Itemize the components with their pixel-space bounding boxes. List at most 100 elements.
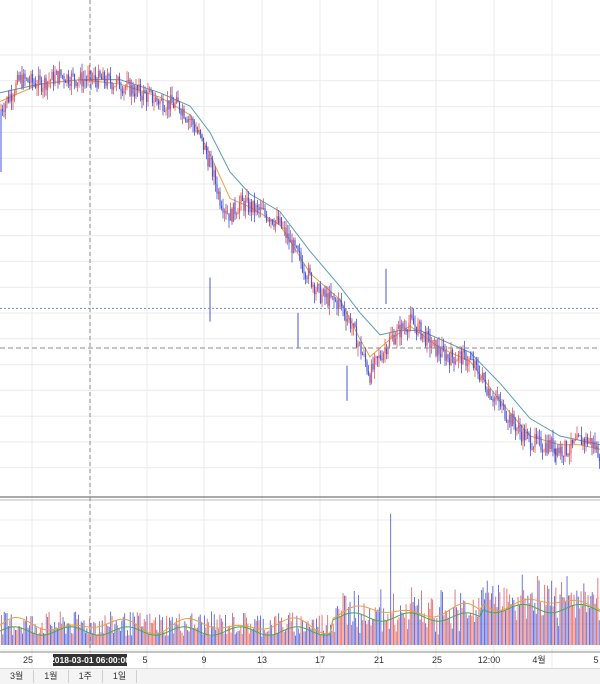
volume-bar xyxy=(213,614,215,645)
volume-bar xyxy=(339,616,341,645)
candle-body xyxy=(117,76,119,79)
volume-bar xyxy=(419,619,421,645)
volume-bar xyxy=(563,597,565,645)
candle-body xyxy=(357,343,359,348)
candle-body xyxy=(564,440,566,457)
candle-body xyxy=(270,219,272,222)
volume-bar xyxy=(89,618,91,645)
candle-body xyxy=(274,220,277,227)
volume-bar xyxy=(5,613,7,645)
volume-bar xyxy=(202,634,204,645)
volume-bar xyxy=(582,605,583,645)
candle-body xyxy=(309,267,311,273)
candle-body xyxy=(36,87,38,89)
volume-bar xyxy=(437,634,439,645)
volume-bar xyxy=(555,587,557,645)
candle-body xyxy=(126,80,128,87)
volume-bar xyxy=(436,618,438,645)
candle-body xyxy=(118,76,121,89)
candle-body xyxy=(22,73,25,88)
volume-bar xyxy=(535,613,537,645)
volume-bar xyxy=(265,632,267,645)
range-button-1w[interactable]: 1주 xyxy=(69,670,103,683)
candle-body xyxy=(444,349,446,361)
volume-bar xyxy=(342,593,344,645)
candle-body xyxy=(339,299,341,301)
volume-bar xyxy=(373,619,375,645)
volume-bar xyxy=(173,633,175,645)
volume-bar xyxy=(309,626,310,645)
candle-body xyxy=(193,125,196,132)
volume-bar xyxy=(100,632,102,645)
candle-body xyxy=(156,97,158,101)
volume-bar xyxy=(353,591,355,645)
volume-bar xyxy=(523,590,525,645)
candle-body xyxy=(490,398,493,400)
candle-body xyxy=(544,442,547,452)
candle-body xyxy=(52,71,55,85)
candle-body xyxy=(531,449,533,450)
candle-body xyxy=(277,216,280,224)
volume-bar xyxy=(229,625,231,645)
candle-body xyxy=(355,326,358,348)
candle-body xyxy=(417,323,419,335)
volume-bar xyxy=(393,593,394,645)
volume-bar xyxy=(498,584,499,645)
range-button-1d[interactable]: 1일 xyxy=(103,670,138,683)
candle-body xyxy=(418,321,421,324)
candle-body xyxy=(456,360,458,362)
volume-bar xyxy=(52,629,54,645)
candle-body xyxy=(567,454,569,456)
volume-bar xyxy=(34,624,36,645)
volume-bar xyxy=(36,627,37,645)
candle-body xyxy=(501,404,503,407)
volume-bar xyxy=(299,633,301,645)
volume-bar xyxy=(395,631,397,645)
volume-bar xyxy=(366,624,368,645)
candle-body xyxy=(588,440,590,444)
candle-body xyxy=(439,354,442,357)
candle-body xyxy=(112,86,115,90)
volume-bar xyxy=(479,610,481,645)
range-button-3m[interactable]: 3월 xyxy=(0,670,35,683)
candle-body xyxy=(474,360,476,368)
candle-body xyxy=(477,365,479,375)
volume-bar xyxy=(48,611,50,645)
volume-bar xyxy=(369,608,371,645)
candle-body xyxy=(573,440,575,444)
volume-bar xyxy=(237,630,239,645)
volume-bar xyxy=(440,590,442,645)
candle-body xyxy=(520,431,523,442)
volume-bar xyxy=(509,594,511,645)
candle-body xyxy=(297,246,299,252)
volume-bar xyxy=(166,615,168,645)
candle-body xyxy=(255,205,257,213)
volume-bar xyxy=(379,607,380,645)
candle-body xyxy=(54,74,56,85)
volume-bar xyxy=(113,632,114,645)
candle-body xyxy=(441,345,443,357)
candle-body xyxy=(508,414,511,423)
volume-bar xyxy=(478,598,480,645)
candle-body xyxy=(45,77,47,91)
volume-bar xyxy=(111,616,113,645)
moving-average-long xyxy=(0,79,600,446)
volume-panel xyxy=(0,513,600,645)
candle-body xyxy=(375,356,377,358)
volume-bar xyxy=(496,607,498,645)
volume-bar xyxy=(514,610,516,645)
volume-bar xyxy=(2,634,4,645)
volume-bar xyxy=(65,633,67,645)
volume-bar xyxy=(6,613,8,645)
candle-body xyxy=(313,284,316,295)
volume-bar xyxy=(122,616,124,645)
volume-bar xyxy=(398,617,400,645)
volume-bar xyxy=(171,616,173,645)
candle-body xyxy=(475,360,478,366)
range-button-1m[interactable]: 1월 xyxy=(34,670,69,683)
candle-body xyxy=(154,97,157,102)
volume-bar xyxy=(519,605,520,645)
candle-body xyxy=(148,90,151,92)
volume-bar xyxy=(488,592,490,645)
